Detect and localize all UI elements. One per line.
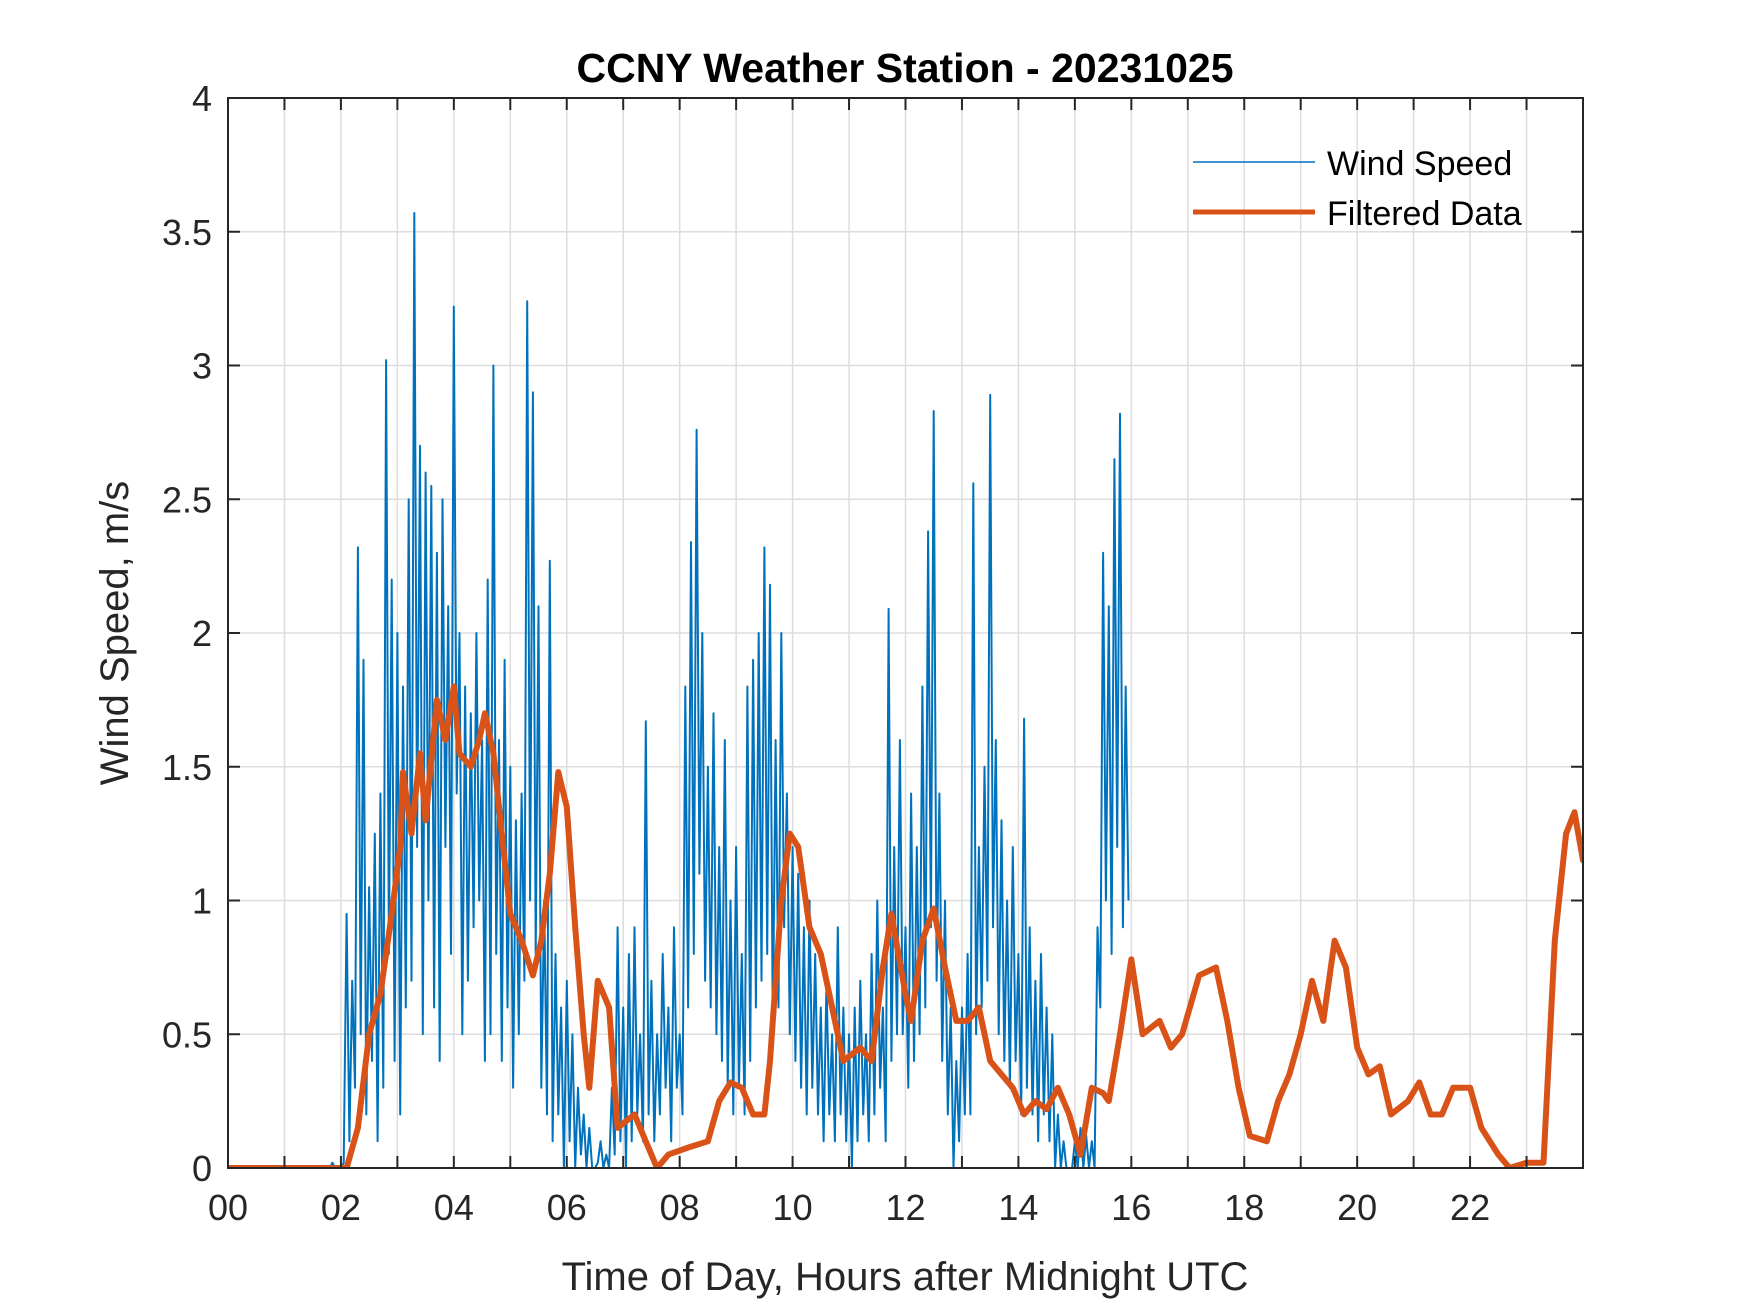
axes-frame	[227, 97, 1584, 1169]
x-tick-label: 04	[434, 1187, 474, 1228]
wind-speed-line	[228, 212, 1130, 1168]
y-tick-label: 0	[192, 1148, 212, 1189]
y-tick-labels: 0 0.5 1 1.5 2 2.5 3 3.5 4	[162, 78, 212, 1189]
x-tick-label: 06	[547, 1187, 587, 1228]
x-axis-label: Time of Day, Hours after Midnight UTC	[562, 1255, 1249, 1299]
axis-ticks	[228, 97, 1583, 1169]
legend-filtered-label: Filtered Data	[1327, 195, 1522, 233]
y-tick-label: 3	[192, 346, 212, 387]
x-tick-label: 12	[885, 1187, 925, 1228]
filtered-data-line	[228, 683, 1583, 1168]
y-tick-label: 1	[192, 881, 212, 922]
x-tick-label: 20	[1337, 1187, 1377, 1228]
grid	[228, 98, 1583, 1168]
x-tick-label: 14	[998, 1187, 1038, 1228]
x-tick-label: 18	[1224, 1187, 1264, 1228]
x-tick-label: 10	[773, 1187, 813, 1228]
x-tick-label: 00	[208, 1187, 248, 1228]
x-tick-label: 08	[660, 1187, 700, 1228]
y-tick-label: 1.5	[162, 747, 212, 788]
y-tick-label: 2.5	[162, 479, 212, 520]
x-tick-label: 22	[1450, 1187, 1490, 1228]
x-tick-label: 02	[321, 1187, 361, 1228]
y-tick-label: 0.5	[162, 1014, 212, 1055]
y-axis-label: Wind Speed, m/s	[93, 481, 137, 786]
series-layer	[228, 212, 1583, 1168]
x-tick-labels: 00 02 04 06 08 10 12 14 16 18 20 22	[208, 1187, 1490, 1228]
x-tick-label: 16	[1111, 1187, 1151, 1228]
legend: Wind Speed Filtered Data	[1193, 145, 1522, 233]
chart-title: CCNY Weather Station - 20231025	[576, 45, 1233, 91]
legend-wind-speed-label: Wind Speed	[1327, 145, 1512, 183]
y-tick-label: 2	[192, 613, 212, 654]
y-tick-label: 3.5	[162, 212, 212, 253]
y-tick-label: 4	[192, 78, 212, 119]
